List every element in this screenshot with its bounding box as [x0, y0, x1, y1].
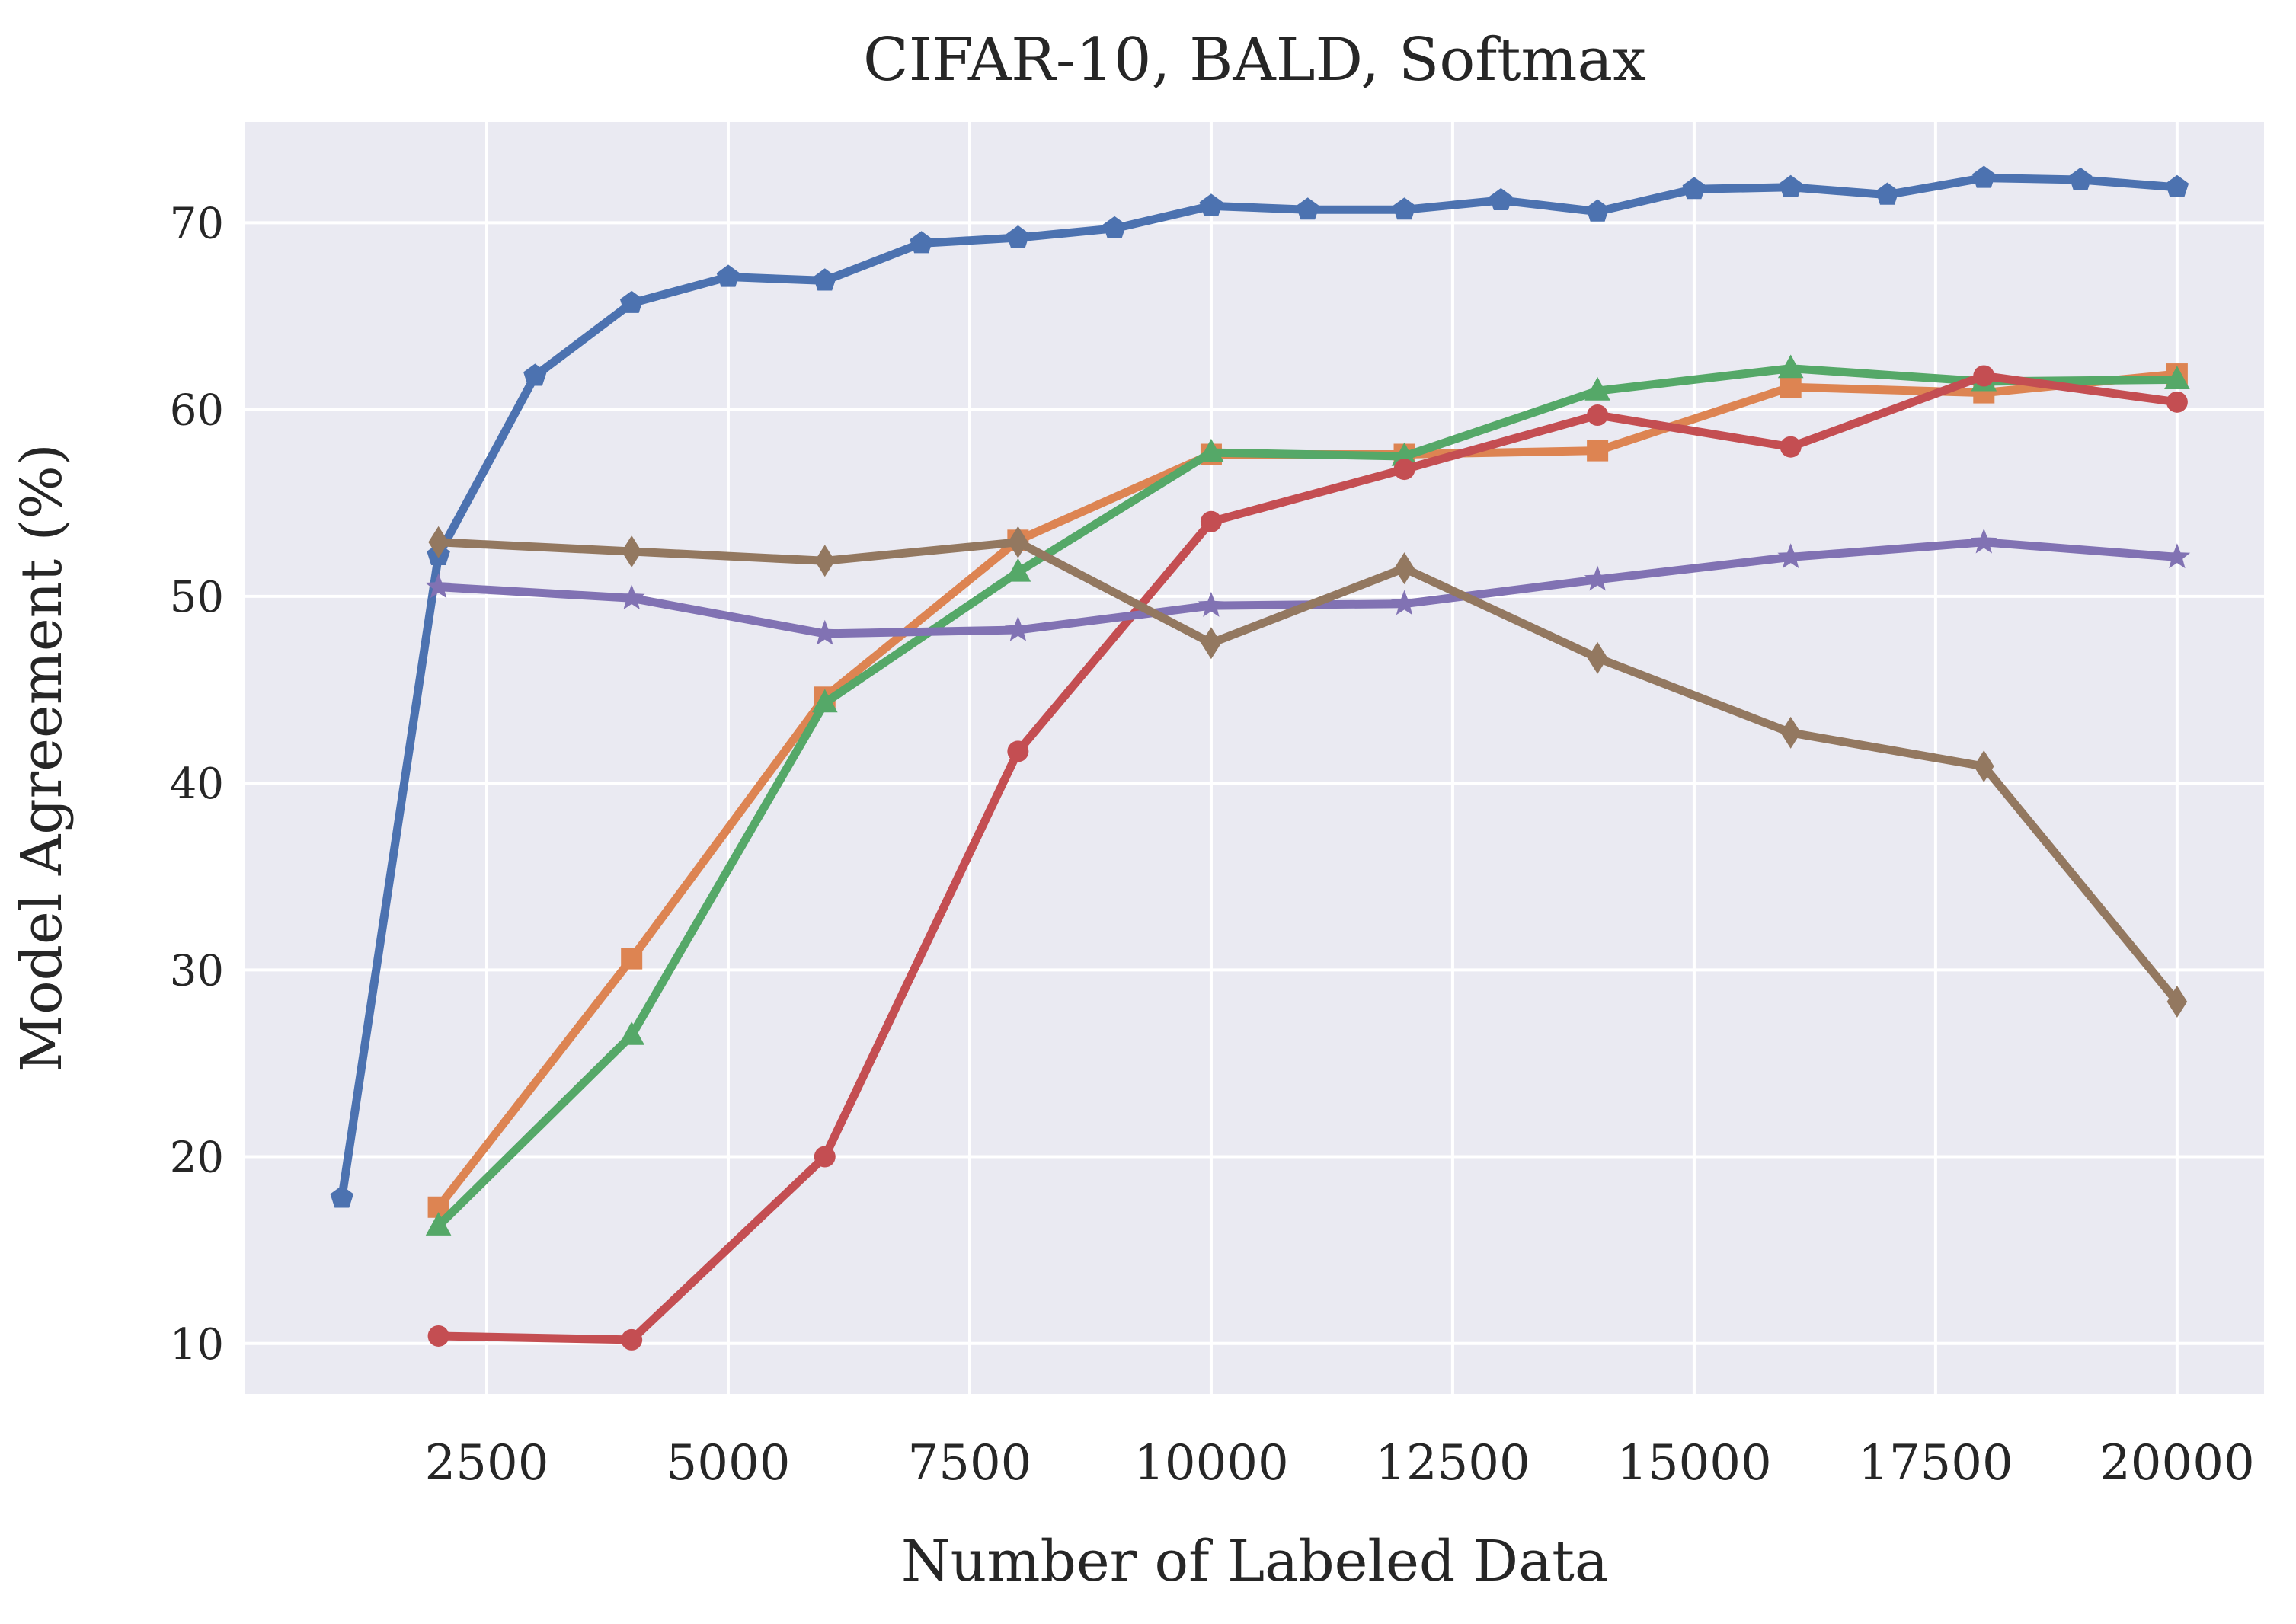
data-point: [425, 573, 452, 599]
data-point: [814, 1146, 836, 1168]
data-point: [811, 619, 839, 645]
data-point: [1973, 365, 1995, 387]
data-point: [1007, 740, 1029, 762]
data-point: [1199, 193, 1223, 216]
data-point: [1198, 591, 1225, 617]
data-point: [621, 535, 642, 567]
data-point: [1587, 641, 1608, 674]
data-point: [1875, 182, 1899, 205]
series-lines: [330, 165, 2191, 1351]
data-point: [1587, 404, 1609, 427]
data-point: [716, 264, 740, 287]
data-point: [1777, 543, 1804, 569]
y-tick-label: 60: [170, 386, 224, 436]
data-point: [2165, 174, 2189, 197]
y-tick-label: 50: [170, 573, 224, 622]
x-tick-label: 2500: [425, 1435, 549, 1491]
data-point: [618, 584, 645, 610]
data-point: [1682, 177, 1706, 200]
data-point: [1391, 590, 1418, 615]
data-point: [1972, 165, 1996, 188]
data-point: [1005, 558, 1031, 582]
y-tick-label: 20: [170, 1133, 224, 1183]
data-point: [621, 1328, 643, 1351]
data-point: [1584, 565, 1611, 591]
data-point: [523, 363, 547, 386]
data-point: [1006, 225, 1030, 248]
y-tick-label: 10: [170, 1320, 224, 1370]
data-point: [1201, 627, 1222, 660]
data-point: [1780, 376, 1802, 398]
x-tick-label: 20000: [2099, 1435, 2255, 1491]
chart-title: CIFAR-10, BALD, Softmax: [863, 26, 1646, 94]
data-point: [1198, 438, 1224, 462]
y-tick-label: 40: [170, 759, 224, 809]
data-point: [427, 1325, 449, 1347]
data-point: [1587, 440, 1609, 462]
data-point: [1974, 750, 1994, 782]
data-point: [1584, 376, 1610, 401]
series-line: [337, 174, 2182, 1202]
data-point: [1391, 442, 1418, 466]
x-axis-label: Number of Labeled Data: [901, 1529, 1608, 1594]
data-point: [1489, 187, 1513, 210]
x-tick-label: 17500: [1858, 1435, 2013, 1491]
data-point: [1393, 197, 1416, 220]
data-point: [2163, 543, 2191, 569]
plot-area: [245, 122, 2264, 1394]
data-point: [813, 268, 837, 291]
x-tick-label: 10000: [1134, 1435, 1289, 1491]
data-point: [1393, 459, 1415, 481]
data-point: [619, 290, 644, 313]
data-point: [619, 1021, 644, 1045]
series-line: [434, 538, 2182, 1006]
data-point: [1005, 615, 1031, 641]
data-point: [2164, 366, 2190, 389]
data-point: [1780, 716, 1801, 749]
y-axis-label: Model Agreement (%): [9, 443, 75, 1072]
data-point: [425, 1212, 452, 1236]
data-point: [2068, 167, 2093, 190]
x-tick-label: 7500: [908, 1435, 1032, 1491]
series-3: [425, 354, 2190, 1236]
data-point: [2166, 986, 2188, 1018]
y-tick-label: 70: [170, 199, 224, 248]
series-1: [330, 165, 2189, 1208]
data-point: [1585, 199, 1610, 222]
data-point: [1102, 216, 1127, 238]
y-tick-label: 30: [170, 946, 224, 996]
tick-labels: 2500 5000 7500 10000 12500 15000 17500 20000 10 2…: [170, 199, 2255, 1491]
data-point: [1200, 510, 1222, 532]
data-point: [330, 1185, 354, 1208]
x-tick-label: 15000: [1616, 1435, 1772, 1491]
series-4: [427, 365, 2188, 1351]
data-point: [1780, 436, 1802, 458]
data-point: [428, 526, 449, 558]
data-point: [1296, 197, 1319, 220]
data-point: [1777, 354, 1804, 379]
data-point: [1008, 526, 1028, 558]
data-point: [814, 545, 836, 577]
series-6: [428, 526, 2188, 1018]
data-point: [2166, 391, 2188, 413]
data-point: [910, 231, 933, 254]
series-line: [434, 372, 2182, 1344]
x-tick-label: 5000: [667, 1435, 791, 1491]
data-point: [1971, 528, 1997, 554]
data-point: [812, 689, 838, 713]
grid: [245, 122, 2264, 1394]
data-point: [1394, 552, 1415, 585]
series-line: [434, 364, 2182, 1230]
x-tick-label: 12500: [1375, 1435, 1530, 1491]
data-point: [1779, 174, 1802, 197]
data-point: [621, 948, 643, 970]
